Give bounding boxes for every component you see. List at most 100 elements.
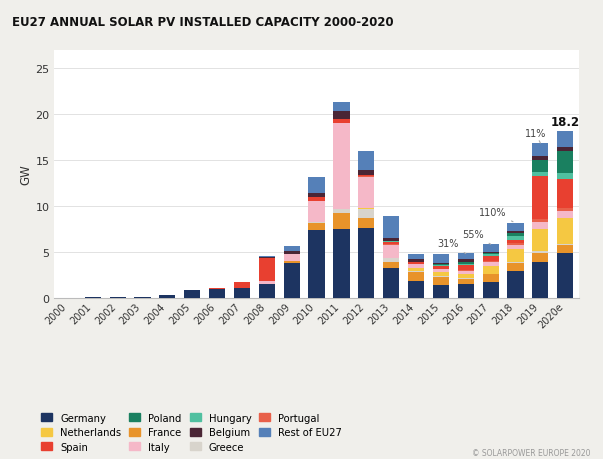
Bar: [383, 263, 399, 268]
Bar: [482, 252, 499, 253]
Legend: Germany, Netherlands, Spain, Poland, France, Italy, Hungary, Belgium, Greece, Po: Germany, Netherlands, Spain, Poland, Fra…: [41, 413, 343, 452]
Bar: [134, 297, 151, 298]
Bar: [507, 240, 523, 244]
Bar: [532, 263, 548, 298]
Bar: [482, 266, 499, 274]
Bar: [309, 230, 324, 298]
Text: 11%: 11%: [525, 129, 546, 144]
Bar: [358, 208, 374, 210]
Bar: [309, 223, 324, 224]
Bar: [507, 271, 523, 298]
Bar: [383, 242, 399, 245]
Text: 55%: 55%: [463, 230, 491, 245]
Bar: [557, 246, 573, 254]
Bar: [408, 259, 424, 262]
Bar: [482, 261, 499, 263]
Bar: [283, 263, 300, 298]
Bar: [333, 112, 350, 120]
Bar: [458, 254, 474, 260]
Bar: [458, 262, 474, 264]
Bar: [234, 283, 250, 288]
Bar: [433, 264, 449, 266]
Bar: [532, 253, 548, 263]
Bar: [383, 245, 399, 258]
Bar: [184, 291, 200, 298]
Bar: [433, 266, 449, 269]
Bar: [458, 285, 474, 298]
Bar: [507, 224, 523, 231]
Bar: [259, 285, 275, 298]
Bar: [507, 244, 523, 246]
Bar: [458, 270, 474, 271]
Bar: [557, 218, 573, 244]
Bar: [383, 268, 399, 298]
Bar: [507, 246, 523, 249]
Bar: [408, 263, 424, 264]
Bar: [482, 256, 499, 261]
Bar: [309, 194, 324, 198]
Bar: [383, 259, 399, 263]
Bar: [358, 176, 374, 177]
Bar: [532, 144, 548, 157]
Bar: [358, 229, 374, 298]
Bar: [532, 157, 548, 161]
Bar: [557, 179, 573, 209]
Bar: [333, 210, 350, 213]
Bar: [433, 273, 449, 277]
Bar: [458, 275, 474, 279]
Bar: [259, 284, 275, 285]
Bar: [383, 258, 399, 259]
Bar: [408, 264, 424, 265]
Bar: [408, 271, 424, 273]
Bar: [259, 281, 275, 284]
Bar: [283, 252, 300, 254]
Bar: [458, 271, 474, 275]
Text: EU27 ANNUAL SOLAR PV INSTALLED CAPACITY 2000-2020: EU27 ANNUAL SOLAR PV INSTALLED CAPACITY …: [12, 16, 394, 29]
Bar: [358, 210, 374, 218]
Bar: [408, 273, 424, 281]
Bar: [259, 258, 275, 281]
Text: 31%: 31%: [438, 239, 466, 254]
Bar: [507, 262, 523, 263]
Bar: [408, 268, 424, 271]
Bar: [358, 177, 374, 208]
Bar: [259, 257, 275, 258]
Bar: [333, 213, 350, 230]
Bar: [358, 152, 374, 171]
Bar: [482, 254, 499, 256]
Y-axis label: GW: GW: [19, 164, 33, 185]
Bar: [532, 229, 548, 252]
Bar: [507, 249, 523, 262]
Bar: [333, 124, 350, 210]
Bar: [532, 222, 548, 229]
Bar: [482, 263, 499, 266]
Bar: [333, 120, 350, 124]
Bar: [333, 230, 350, 298]
Bar: [209, 290, 225, 298]
Text: 18.2: 18.2: [551, 116, 579, 129]
Bar: [333, 103, 350, 112]
Bar: [458, 265, 474, 270]
Bar: [557, 148, 573, 152]
Bar: [283, 262, 300, 263]
Bar: [507, 236, 523, 240]
Bar: [482, 253, 499, 254]
Bar: [507, 263, 523, 271]
Bar: [358, 218, 374, 229]
Bar: [557, 254, 573, 298]
Bar: [458, 279, 474, 285]
Bar: [532, 177, 548, 220]
Bar: [507, 233, 523, 236]
Bar: [482, 274, 499, 282]
Bar: [283, 254, 300, 255]
Bar: [532, 161, 548, 173]
Bar: [433, 254, 449, 263]
Bar: [433, 285, 449, 298]
Bar: [159, 296, 175, 298]
Bar: [309, 198, 324, 201]
Bar: [557, 244, 573, 246]
Bar: [557, 152, 573, 173]
Bar: [433, 269, 449, 270]
Bar: [557, 211, 573, 218]
Bar: [482, 245, 499, 252]
